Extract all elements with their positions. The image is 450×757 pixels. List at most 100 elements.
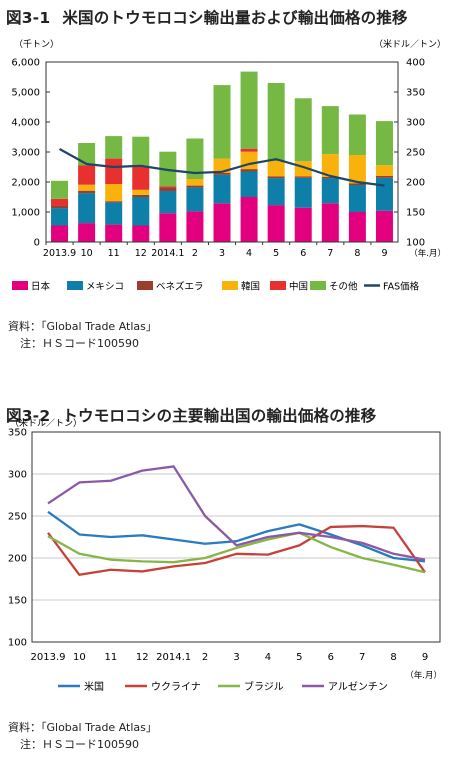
legend-label: 米国 bbox=[84, 680, 104, 693]
bar-segment bbox=[321, 203, 339, 242]
bar-segment bbox=[132, 189, 150, 195]
legend-label: メキシコ bbox=[86, 282, 124, 293]
bar-segment bbox=[267, 176, 285, 179]
legend-swatch bbox=[67, 281, 83, 290]
bar-segment bbox=[348, 183, 366, 185]
bar-segment bbox=[132, 136, 150, 166]
bar-segment bbox=[78, 184, 96, 191]
x-tick-label: 5 bbox=[273, 248, 279, 259]
bar-segment bbox=[51, 208, 69, 226]
x-tick-label: 2013.9 bbox=[43, 248, 76, 259]
legend-swatch bbox=[137, 281, 153, 290]
bar-segment bbox=[321, 106, 339, 155]
bar-segment bbox=[348, 212, 366, 242]
y-left-tick-label: 6,000 bbox=[11, 58, 40, 69]
source-text: 「Global Trade Atlas」 bbox=[41, 721, 157, 734]
legend-swatch bbox=[310, 281, 326, 290]
bar-segment bbox=[240, 197, 258, 242]
bar-segment bbox=[186, 179, 204, 186]
bar-segment bbox=[321, 176, 339, 179]
source-label: 資料： bbox=[8, 721, 41, 734]
x-tick-label: 9 bbox=[422, 652, 428, 663]
bar-segment bbox=[321, 178, 339, 204]
x-axis-label: （年.月） bbox=[409, 248, 446, 259]
source-text: 「Global Trade Atlas」 bbox=[41, 320, 157, 333]
bar-segment bbox=[294, 207, 312, 242]
y-tick-label: 250 bbox=[8, 512, 27, 523]
y-tick-label: 300 bbox=[8, 470, 27, 481]
bar-segment bbox=[78, 193, 96, 224]
figure-1-label: 図3-1 bbox=[6, 9, 51, 27]
bar-segment bbox=[105, 224, 123, 242]
bar-segment bbox=[186, 138, 204, 179]
x-tick-label: 6 bbox=[300, 248, 306, 259]
bar-segment bbox=[375, 176, 393, 178]
y-tick-label: 350 bbox=[8, 428, 27, 439]
bar-segment bbox=[51, 198, 69, 206]
x-tick-label: 2014.1 bbox=[151, 248, 184, 259]
bar-segment bbox=[51, 225, 69, 242]
left-axis-label: （千トン） bbox=[14, 39, 59, 50]
bar-segment bbox=[78, 143, 96, 166]
bar-segment bbox=[321, 154, 339, 177]
bar-segment bbox=[159, 191, 177, 214]
x-tick-label: 3 bbox=[219, 248, 225, 259]
x-tick-label: 8 bbox=[390, 652, 396, 663]
bar-segment bbox=[186, 185, 204, 188]
y-right-tick-label: 250 bbox=[406, 148, 425, 159]
bar-segment bbox=[375, 210, 393, 242]
bar-segment bbox=[51, 180, 69, 199]
figure-2-label: 図3-2 bbox=[6, 407, 51, 425]
y-left-tick-label: 2,000 bbox=[11, 178, 40, 189]
y-tick-label: 200 bbox=[8, 554, 27, 565]
plot-frame bbox=[45, 61, 399, 243]
bar-segment bbox=[105, 184, 123, 202]
legend-label: 中国 bbox=[289, 281, 308, 293]
bar-segment bbox=[159, 187, 177, 191]
x-tick-label: 10 bbox=[81, 248, 93, 259]
x-tick-label: 7 bbox=[359, 652, 365, 663]
y-left-tick-label: 5,000 bbox=[11, 88, 40, 99]
y-axis-label: （米ドル／トン） bbox=[10, 417, 82, 429]
bar-segment bbox=[213, 173, 231, 175]
bar-segment bbox=[213, 174, 231, 204]
y-left-tick-label: 3,000 bbox=[11, 148, 40, 159]
x-axis-label: （年.月） bbox=[405, 670, 442, 681]
y-left-tick-label: 4,000 bbox=[11, 118, 40, 129]
legend-label: 日本 bbox=[31, 281, 51, 293]
bar-segment bbox=[159, 186, 177, 188]
legend-swatch bbox=[12, 281, 28, 290]
y-tick-label: 150 bbox=[8, 596, 27, 607]
chart-1: （千トン） （米ドル／トン） 0 1,000 2,000 3,000 4,000 5,000 6… bbox=[11, 38, 446, 293]
x-tick-label: 2013.9 bbox=[31, 652, 66, 663]
note-label: 注： bbox=[20, 337, 42, 350]
bar-segment bbox=[78, 223, 96, 242]
legend-label: ベネズエラ bbox=[156, 281, 204, 293]
legend-label: その他 bbox=[329, 281, 358, 293]
x-tick-label: 11 bbox=[104, 652, 117, 663]
bar-segment bbox=[105, 136, 123, 159]
legend-label: FAS価格 bbox=[383, 281, 420, 293]
bar-segment bbox=[348, 155, 366, 184]
series-line bbox=[47, 524, 426, 576]
figure-2-title: 図3-2 トウモロコシの主要輸出国の輸出価格の推移 bbox=[6, 404, 376, 426]
bar-segment bbox=[78, 190, 96, 194]
x-tick-label: 12 bbox=[136, 652, 149, 663]
bar-segment bbox=[267, 161, 285, 177]
x-tick-label: 7 bbox=[327, 248, 333, 259]
bar-segment bbox=[375, 121, 393, 166]
bar-segment bbox=[294, 177, 312, 208]
x-tick-label: 4 bbox=[246, 248, 252, 259]
bar-segment bbox=[267, 178, 285, 206]
legend-label: ウクライナ bbox=[151, 681, 201, 693]
bar-segment bbox=[294, 98, 312, 162]
x-tick-label: 3 bbox=[233, 652, 239, 663]
figure-2-title-text: トウモロコシの主要輸出国の輸出価格の推移 bbox=[62, 407, 377, 425]
bar-segment bbox=[240, 148, 258, 152]
bar-segment bbox=[348, 185, 366, 212]
y-right-tick-label: 100 bbox=[406, 238, 425, 249]
bar-segment bbox=[105, 201, 123, 203]
y-right-tick-label: 150 bbox=[406, 208, 425, 219]
legend-label: ブラジル bbox=[244, 680, 284, 693]
y-right-tick-label: 400 bbox=[406, 58, 425, 69]
